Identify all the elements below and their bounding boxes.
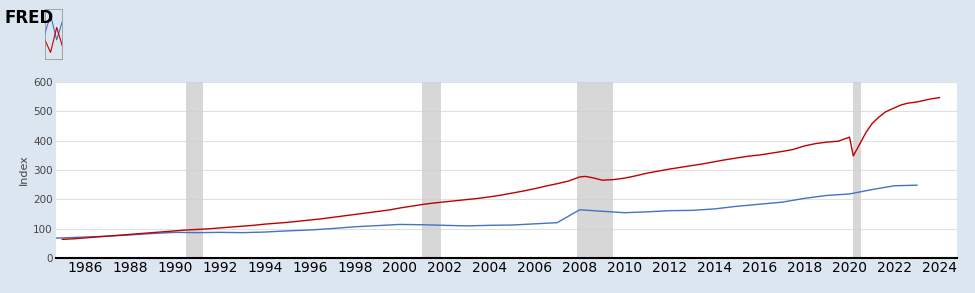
Text: FRED: FRED bbox=[5, 9, 55, 27]
Bar bbox=[186, 82, 203, 258]
Y-axis label: Index: Index bbox=[19, 155, 29, 185]
Bar bbox=[422, 82, 441, 258]
Bar bbox=[577, 82, 613, 258]
Bar bbox=[853, 82, 861, 258]
